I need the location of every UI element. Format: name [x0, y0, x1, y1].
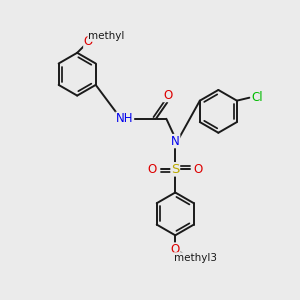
Text: O: O	[163, 88, 172, 101]
Text: Cl: Cl	[251, 91, 263, 104]
Text: O: O	[171, 243, 180, 256]
Text: N: N	[171, 135, 180, 148]
Text: methyl: methyl	[88, 31, 124, 41]
Text: O: O	[194, 163, 203, 176]
Text: O: O	[148, 163, 157, 176]
Text: S: S	[171, 163, 179, 176]
Text: O: O	[84, 35, 93, 48]
Text: NH: NH	[116, 112, 134, 125]
Text: methyl3: methyl3	[174, 253, 217, 263]
